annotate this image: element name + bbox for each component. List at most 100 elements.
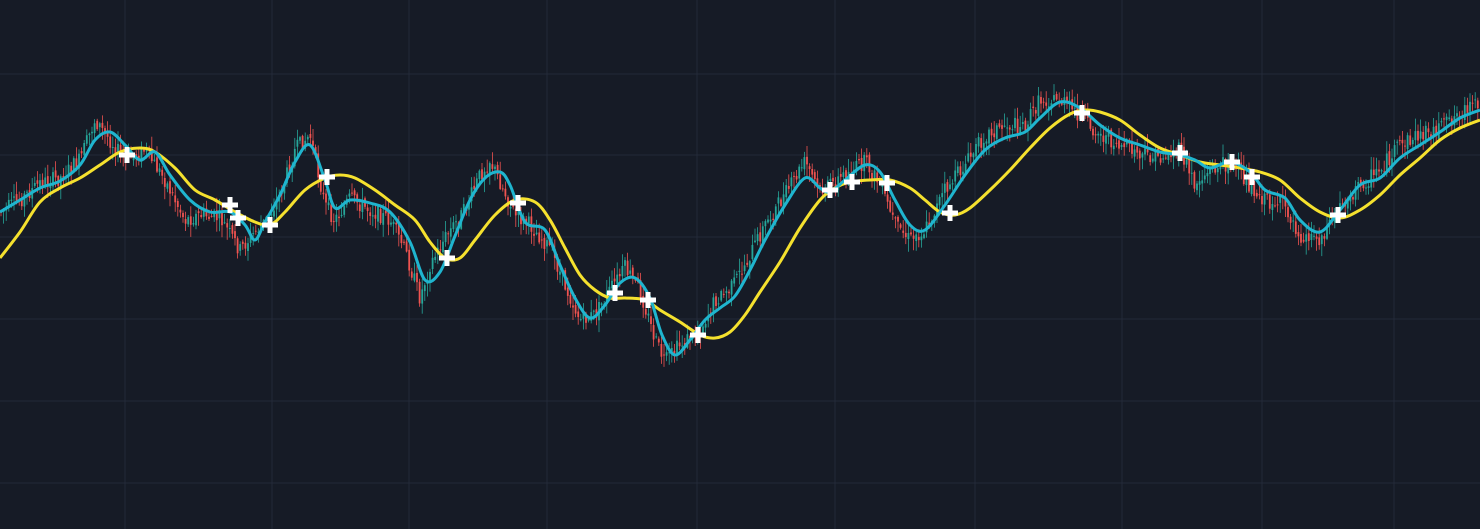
candle	[1144, 138, 1146, 161]
candle-body	[569, 295, 572, 304]
candle-body	[1383, 171, 1386, 173]
candle-body	[119, 144, 122, 153]
candle-body	[1203, 175, 1206, 180]
crossover-marker	[822, 182, 838, 198]
candle	[806, 146, 808, 178]
crossover-marker	[319, 169, 335, 185]
candle-body	[738, 270, 741, 272]
crossover-marker	[879, 175, 895, 191]
candle	[1440, 117, 1443, 127]
candle	[5, 202, 8, 221]
candle	[1292, 213, 1295, 232]
candle-body	[618, 274, 621, 277]
candle-body	[1196, 183, 1198, 191]
candle-body	[1370, 169, 1373, 188]
candle	[509, 205, 512, 217]
candle-body	[234, 231, 236, 239]
candle-body	[1422, 132, 1425, 140]
candle-body	[36, 180, 39, 184]
candle-body	[296, 139, 299, 147]
candle	[751, 234, 754, 261]
candle-body	[1388, 151, 1391, 166]
candle-body	[1216, 168, 1219, 173]
candle-body	[728, 291, 730, 294]
candle-body	[665, 352, 668, 356]
candle-body	[501, 188, 504, 190]
candle	[1042, 97, 1045, 109]
candle-body	[270, 213, 273, 216]
candle-body	[475, 178, 478, 188]
candle	[1396, 139, 1399, 155]
candle-body	[520, 212, 522, 225]
candle	[1422, 126, 1425, 150]
candle	[98, 121, 101, 136]
candle-body	[156, 157, 158, 172]
candle-body	[1279, 195, 1282, 203]
candle-body	[431, 257, 434, 269]
candle	[728, 289, 730, 299]
candle-body	[1258, 194, 1261, 196]
candle-body	[1250, 183, 1253, 195]
candle-body	[1008, 127, 1011, 130]
candle	[104, 125, 106, 144]
candle	[382, 204, 385, 237]
candle	[1037, 87, 1040, 121]
candle-body	[858, 159, 860, 161]
candle	[1476, 97, 1479, 120]
candle-body	[995, 125, 998, 139]
candle-body	[153, 159, 156, 161]
candle	[137, 147, 140, 166]
candle-body	[1245, 175, 1248, 186]
candle-body	[1105, 135, 1107, 144]
candle-body	[1211, 164, 1214, 168]
candle-body	[754, 240, 756, 243]
candle	[371, 203, 374, 227]
candle-body	[964, 163, 967, 174]
candle	[1133, 145, 1136, 163]
candle	[1310, 221, 1313, 248]
candle	[837, 168, 840, 197]
candle-body	[20, 199, 23, 207]
crossover-marker	[844, 174, 860, 190]
candle-body	[530, 216, 533, 232]
candle	[894, 216, 897, 229]
candle-body	[980, 138, 983, 148]
candle-body	[247, 243, 249, 251]
candle	[369, 207, 372, 225]
candle-body	[735, 273, 738, 275]
candle-body	[1271, 204, 1274, 210]
candle-body	[1136, 146, 1139, 153]
candle	[540, 229, 543, 249]
candle-body	[452, 222, 455, 230]
candle	[1274, 197, 1276, 208]
candle	[800, 158, 803, 172]
candle	[1149, 152, 1152, 166]
candle-body	[1073, 107, 1076, 109]
candle-body	[1302, 239, 1305, 242]
candle	[215, 197, 218, 232]
candle-body	[439, 249, 442, 251]
candle	[1193, 170, 1196, 193]
candle-body	[1089, 116, 1092, 129]
candle-body	[351, 192, 353, 194]
candle-body	[1066, 96, 1068, 103]
candle	[83, 140, 86, 157]
candle	[325, 188, 327, 215]
candle-body	[1276, 204, 1279, 206]
candle-body	[1170, 154, 1172, 157]
candle-body	[1263, 193, 1266, 205]
candle-body	[447, 233, 450, 235]
candle-body	[1037, 95, 1040, 116]
candle	[1242, 155, 1245, 186]
candle	[1302, 232, 1305, 244]
candle-body	[517, 210, 520, 215]
candle-body	[78, 153, 80, 169]
candle	[1003, 113, 1006, 128]
candle-body	[1411, 140, 1414, 145]
candle-body	[1219, 163, 1222, 170]
candle-body	[1047, 106, 1050, 109]
candle	[1354, 180, 1357, 207]
candle	[756, 227, 759, 246]
